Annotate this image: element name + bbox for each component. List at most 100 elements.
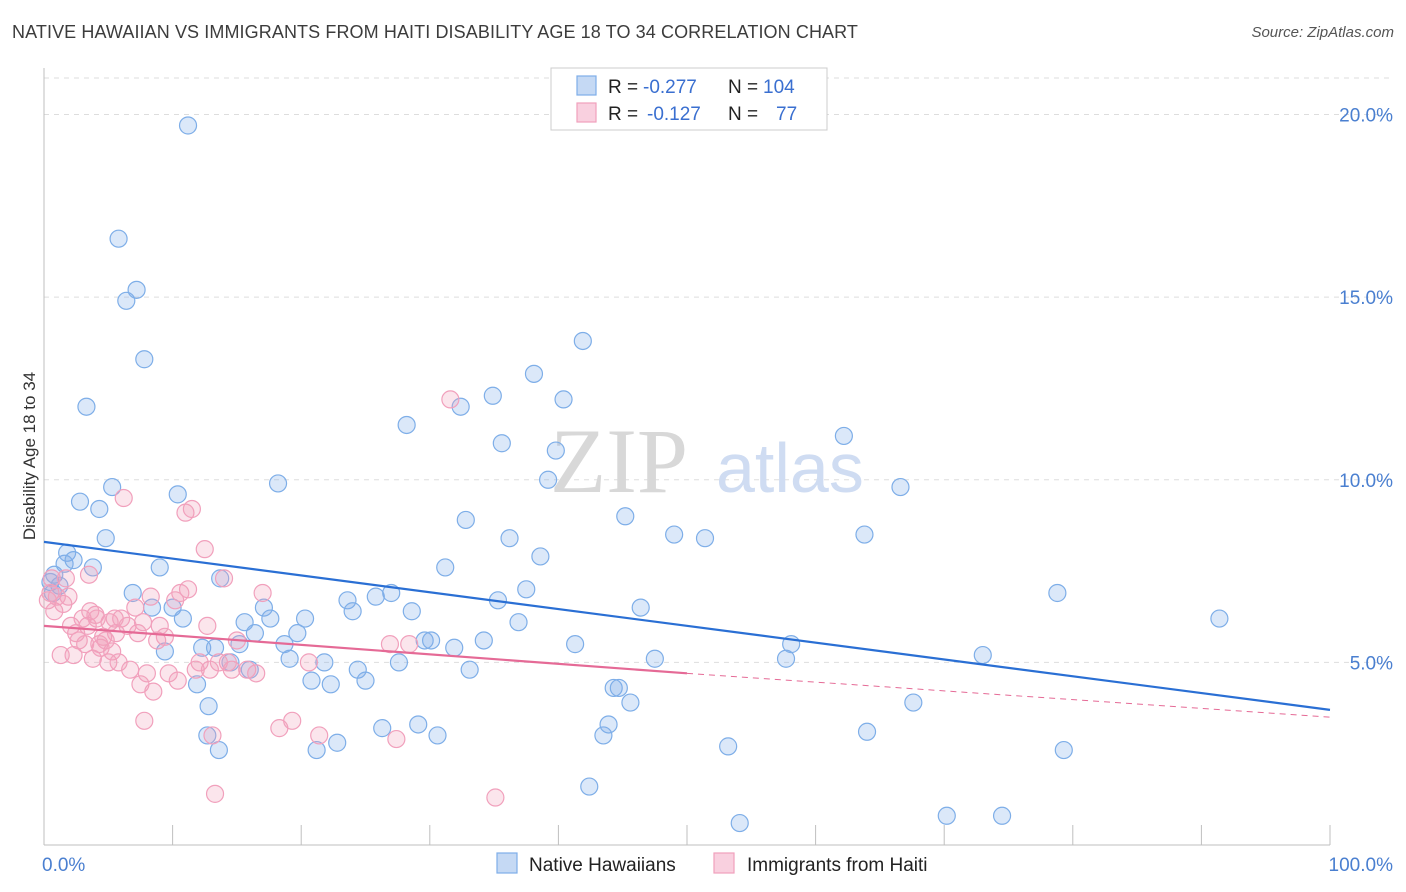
y-axis-title: Disability Age 18 to 34 (20, 372, 39, 540)
data-point (214, 569, 234, 588)
data-point (580, 777, 599, 796)
chart-title: NATIVE HAWAIIAN VS IMMIGRANTS FROM HAITI… (12, 22, 859, 42)
data-point (389, 653, 409, 672)
y-tick-label: 15.0% (1339, 288, 1393, 309)
data-point (182, 499, 201, 519)
bottom-legend-label-native-hawaiians: Native Hawaiians (529, 855, 676, 876)
data-point (112, 609, 131, 628)
legend-n-value-2: 77 (776, 104, 797, 125)
data-point (173, 609, 192, 628)
data-point (616, 507, 635, 526)
data-point (509, 613, 528, 632)
data-point (400, 635, 419, 654)
data-point (51, 645, 70, 665)
x-tick-label-max: 100.0% (1329, 855, 1394, 876)
data-point (397, 415, 416, 435)
data-point (144, 682, 163, 701)
data-point (366, 587, 385, 606)
data-point (539, 470, 558, 489)
axes (43, 68, 1331, 846)
data-point (451, 397, 470, 416)
data-point (973, 645, 992, 665)
data-point (193, 638, 212, 657)
data-point (64, 551, 83, 570)
data-point (109, 229, 128, 248)
data-point (321, 675, 340, 694)
data-point (645, 649, 664, 668)
legend-r-value-1: -0.277 (643, 77, 697, 98)
data-point (38, 591, 57, 610)
data-point (517, 580, 536, 599)
data-point (55, 554, 74, 573)
data-point (190, 653, 209, 672)
data-point (126, 598, 145, 617)
legend-r-label-1: R = (608, 77, 638, 98)
data-point (730, 813, 749, 833)
data-point (719, 737, 738, 756)
data-point (238, 660, 257, 679)
data-point (599, 715, 618, 734)
data-point (573, 331, 592, 351)
data-point (168, 671, 187, 690)
data-point (168, 485, 187, 504)
data-point (178, 116, 198, 135)
data-point (492, 434, 511, 453)
data-point (474, 631, 493, 650)
data-point (77, 397, 96, 416)
data-point (380, 635, 400, 654)
data-point (1048, 583, 1067, 603)
data-point (546, 441, 565, 460)
series-legend: Native Hawaiians Immigrants from Haiti (496, 852, 928, 876)
watermark-zip: ZIP (550, 410, 688, 512)
legend-r-label-2: R = (608, 104, 638, 125)
data-point (59, 587, 78, 606)
data-point (135, 350, 154, 369)
data-point (621, 693, 640, 712)
data-point (445, 638, 464, 657)
data-point (904, 693, 923, 712)
trend-lines (43, 540, 1331, 718)
data-point (436, 558, 455, 577)
trend-line-immigrants-from-haiti (43, 624, 688, 675)
data-point (103, 477, 122, 497)
data-point (609, 678, 628, 698)
data-point (222, 660, 241, 679)
data-point (1210, 609, 1229, 628)
data-point (253, 583, 272, 603)
data-point (178, 580, 198, 599)
data-point (42, 569, 61, 588)
data-point (307, 740, 326, 760)
data-point (483, 386, 502, 405)
data-point (198, 616, 217, 635)
data-point (855, 525, 874, 544)
trend-line-immigrants-from-haiti-extension (686, 672, 1331, 718)
data-point (415, 631, 434, 650)
data-point (254, 598, 274, 617)
legend-n-value-1: 104 (763, 77, 795, 98)
data-point (288, 624, 307, 643)
data-point (428, 726, 447, 745)
data-point (70, 492, 90, 511)
data-point (299, 653, 319, 672)
data-point (500, 529, 519, 548)
data-point (295, 609, 315, 628)
data-point (992, 806, 1012, 825)
data-point (135, 711, 154, 730)
data-point (486, 788, 505, 807)
data-point (90, 499, 109, 519)
data-point (150, 558, 169, 577)
series-native-hawaiians (41, 116, 1229, 833)
legend-box (550, 67, 828, 131)
data-point (594, 726, 613, 745)
data-point (199, 697, 218, 716)
data-point (421, 631, 441, 650)
data-point (937, 806, 956, 825)
data-point (566, 635, 585, 654)
data-point (123, 583, 142, 603)
data-point (155, 627, 174, 646)
data-point (268, 474, 288, 493)
data-point (96, 631, 115, 650)
grid (44, 77, 1394, 663)
data-point (834, 426, 853, 446)
